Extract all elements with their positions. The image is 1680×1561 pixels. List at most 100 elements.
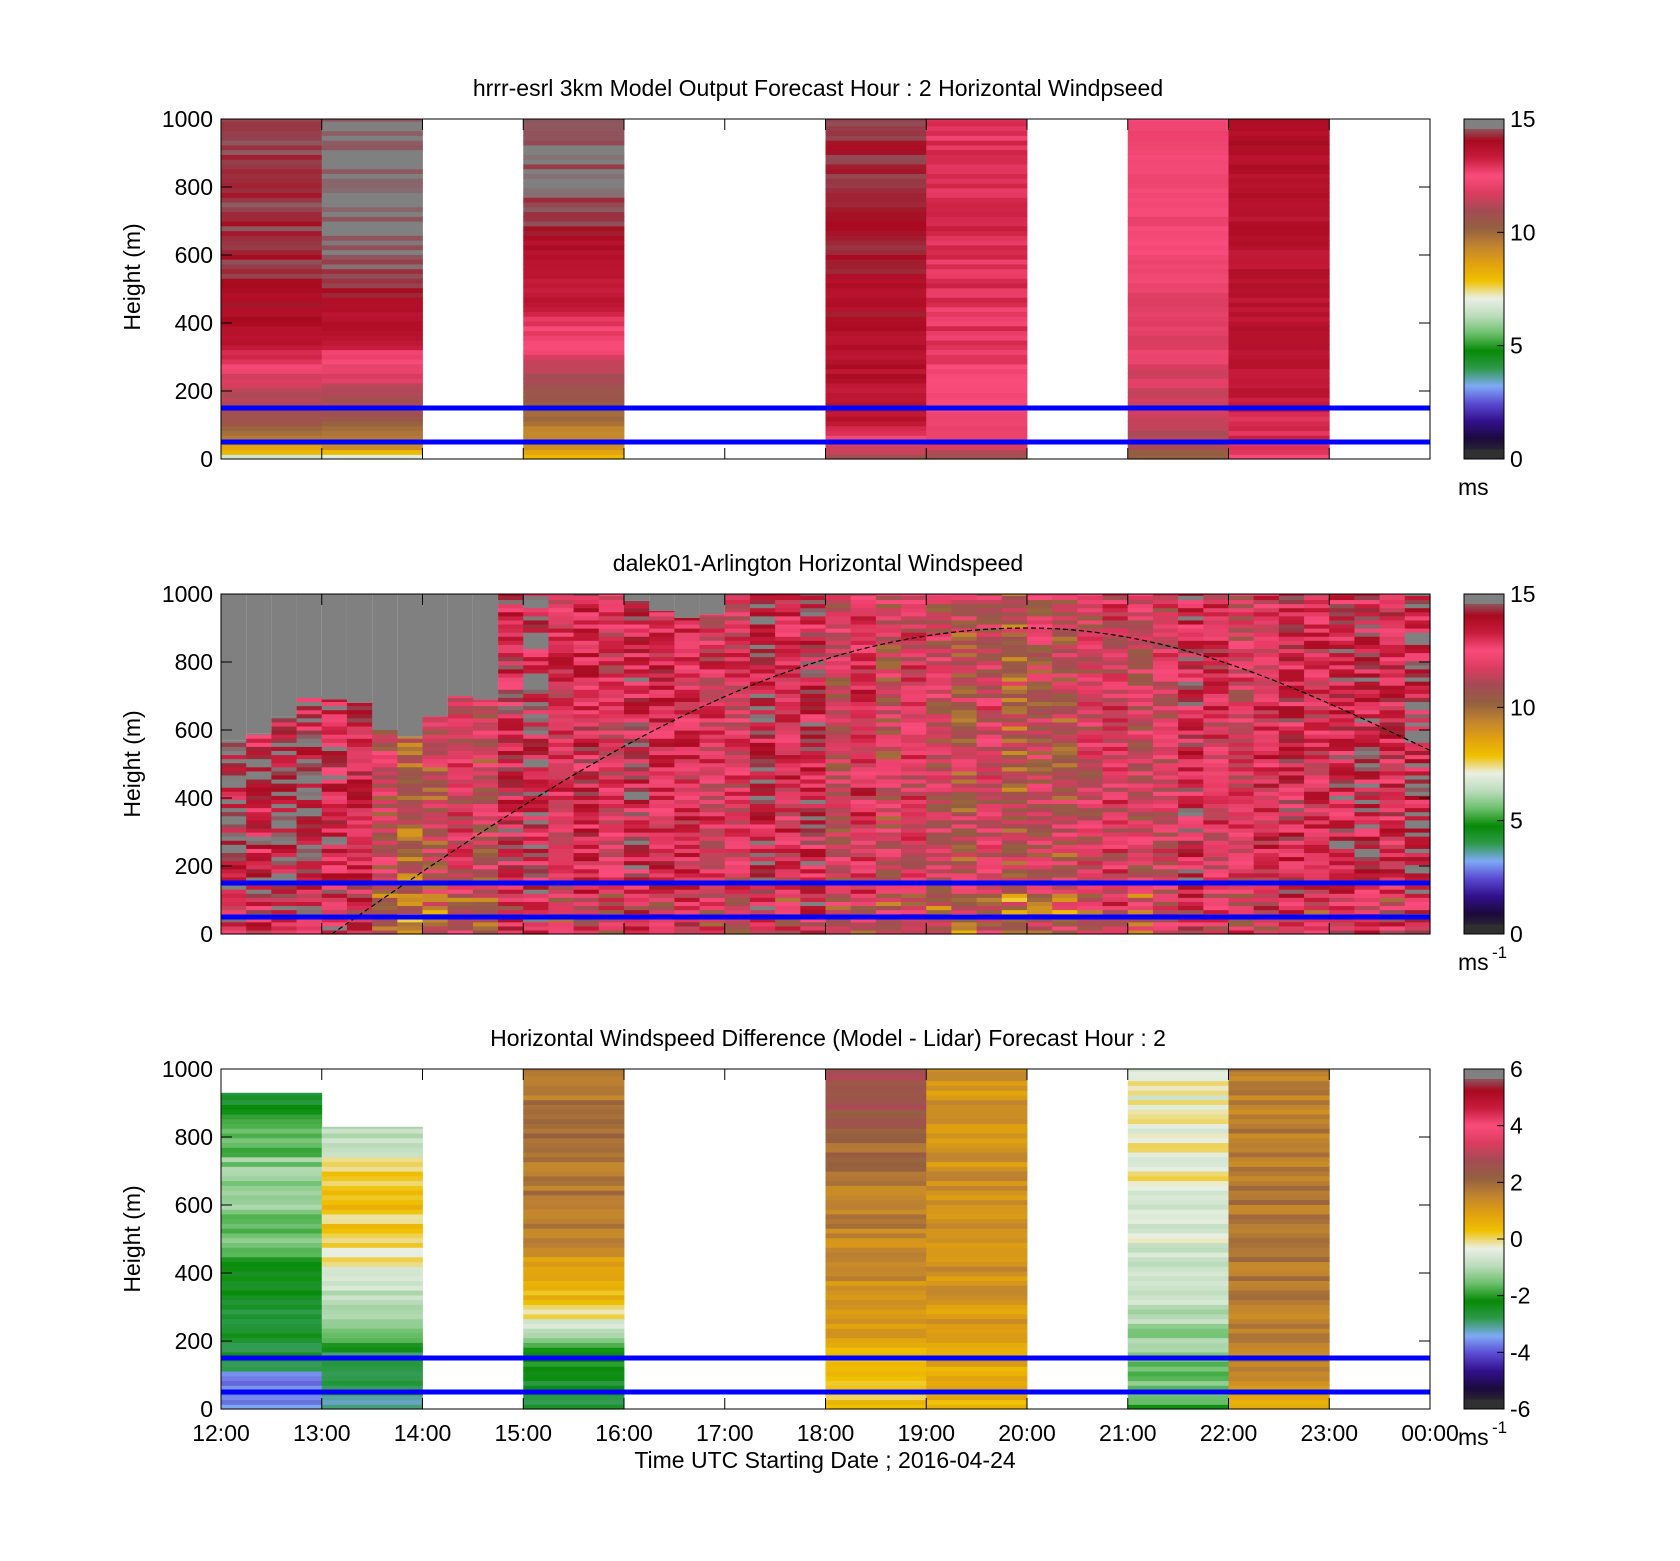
heatmap-cell [1052,840,1078,845]
heatmap-cell [1178,742,1204,747]
heatmap-cell [724,607,751,613]
heatmap-cell [1329,672,1356,678]
heatmap-cell [523,292,625,298]
heatmap-cell [649,689,675,694]
heatmap-cell [724,787,751,792]
heatmap-cell [674,799,701,805]
heatmap-cell [951,921,978,927]
heatmap-cell [1304,929,1330,935]
heatmap-cell [1379,746,1406,751]
heatmap-cell [1278,595,1305,601]
heatmap-cell [397,844,424,849]
heatmap-cell [1127,392,1229,398]
heatmap-cell [221,1151,323,1158]
colorbar-segment [1464,774,1504,777]
heatmap-cell [1001,852,1028,858]
heatmap-cell [850,705,877,711]
heatmap-cell [1253,885,1280,890]
heatmap-cell [397,864,424,870]
heatmap-cell [951,656,978,662]
heatmap-cell [674,925,701,931]
heatmap-cell [548,664,575,670]
heatmap-cell [951,685,978,690]
heatmap-cell [573,615,600,621]
heatmap-cell [875,709,902,715]
heatmap-cell [825,119,927,122]
heatmap-cell [1127,676,1154,682]
heatmap-cell [523,1194,625,1201]
heatmap-cell [523,1337,625,1343]
heatmap-cell [1102,660,1129,666]
heatmap-cell [221,340,323,346]
heatmap-cell [1127,819,1154,825]
colorbar-segment [1464,445,1504,448]
heatmap-cell [1304,648,1330,654]
heatmap-cell [573,909,600,915]
heatmap-cell [321,411,423,417]
heatmap-cell [951,770,978,776]
heatmap-cell [221,216,323,222]
heatmap-cell [221,154,323,160]
heatmap-cell [221,811,247,817]
heatmap-cell [321,823,348,829]
heatmap-cell [649,836,675,841]
heatmap-cell [523,216,625,222]
heatmap-cell [875,791,902,796]
heatmap-cell [447,897,474,902]
heatmap-cell [1027,607,1053,613]
heatmap-cell [775,660,801,666]
heatmap-cell [1228,774,1255,780]
heatmap-cell [1329,619,1356,625]
heatmap-cell [749,623,776,629]
heatmap-cell [246,827,272,833]
heatmap-cell [926,827,953,833]
heatmap-cell [1127,599,1154,605]
heatmap-cell [901,664,927,670]
heatmap-cell [271,840,298,845]
heatmap-cell [1354,856,1381,862]
heatmap-cell [1203,783,1230,788]
heatmap-cell [1228,206,1330,213]
heatmap-cell [699,848,726,853]
colorbar-segment [1464,908,1504,911]
heatmap-cell [1001,611,1028,617]
heatmap-cell [221,868,247,874]
heatmap-cell [775,750,801,756]
heatmap-cell [1379,644,1406,649]
heatmap-cell [1304,856,1330,862]
heatmap-cell [800,844,827,849]
heatmap-cell [1354,705,1381,711]
heatmap-cell [825,1261,927,1267]
heatmap-cell [498,917,524,923]
heatmap-cell [649,738,675,743]
heatmap-cell [1178,885,1204,890]
heatmap-cell [1404,672,1431,678]
heatmap-cell [1203,725,1230,731]
heatmap-cell [1354,738,1381,743]
heatmap-cell [901,746,927,751]
heatmap-cell [221,1347,323,1353]
heatmap-cell [246,925,272,931]
heatmap-cell [1329,807,1356,813]
heatmap-cell [1329,628,1356,633]
heatmap-cell [1329,856,1356,862]
heatmap-cell [498,758,524,764]
colorbar-segment [1464,329,1504,332]
heatmap-cell [472,721,499,727]
heatmap-cell [724,807,751,813]
colorbar-segment [1464,391,1504,394]
heatmap-cell [1152,836,1179,841]
heatmap-cell [901,885,927,890]
heatmap-cell [699,901,726,907]
heatmap-cell [901,648,927,654]
heatmap-cell [1404,607,1431,613]
colorbar-segment [1464,684,1504,687]
heatmap-cell [296,844,323,849]
heatmap-cell [1102,709,1129,715]
heatmap-cell [422,844,449,849]
heatmap-cell [472,836,499,841]
heatmap-cell [825,689,852,694]
heatmap-cell [1278,868,1305,874]
heatmap-cell [1001,868,1028,874]
heatmap-cell [825,1161,927,1167]
